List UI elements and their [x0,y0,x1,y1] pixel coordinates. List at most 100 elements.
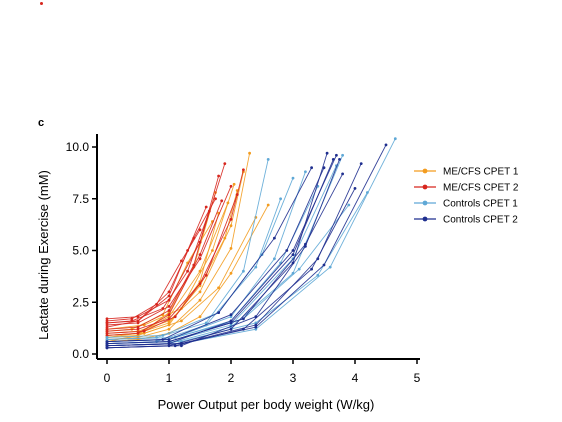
data-point [220,199,224,203]
data-point [136,319,140,323]
data-point [393,137,397,141]
x-ticks: 0 1 2 3 4 5 [104,359,421,385]
data-point [232,182,236,186]
data-point [198,228,202,232]
data-point [207,209,211,213]
data-point [229,247,233,250]
data-point [322,166,326,170]
data-point [322,263,326,267]
data-point [229,315,233,319]
series-line [106,175,220,330]
data-point [136,325,140,329]
data-point [173,344,177,348]
series-line [106,200,223,336]
legend-swatch-marker [422,216,428,222]
data-point [341,153,344,157]
y-ticks: 0.0 2.5 5.0 7.5 10.0 [66,140,97,361]
data-point [291,249,295,252]
data-point [180,319,183,323]
data-point [136,315,140,319]
data-point [347,203,351,207]
x-axis-title: Power Output per body weight (W/kg) [158,397,375,412]
data-point [304,170,307,174]
y-tick-label: 5.0 [72,244,89,258]
data-point [167,290,171,294]
data-point [173,315,177,319]
data-point [136,327,140,331]
legend: ME/CFS CPET 1 ME/CFS CPET 2 Controls CPET … [414,167,519,226]
data-point [338,158,341,161]
data-point [285,249,289,252]
series-line [106,198,216,328]
y-tick-label: 7.5 [72,192,89,206]
data-point [310,166,313,170]
y-tick-label: 0.0 [72,347,89,361]
y-axis-title: Lactate during Exercise (mM) [36,170,51,340]
data-point [130,319,134,323]
data-point [105,325,109,329]
data-point [204,273,208,277]
data-point [226,201,230,205]
panel-label: c [38,117,44,129]
data-point [198,269,202,273]
data-point [105,321,109,325]
series-line [106,186,232,326]
data-point [273,257,276,261]
data-point [167,338,171,341]
data-point [180,259,183,263]
data-point [105,338,109,341]
data-point [291,176,295,180]
data-point [229,313,233,317]
data-point [167,327,171,331]
series-line [106,171,244,334]
data-point [105,317,109,321]
data-point [229,271,233,275]
data-point [167,321,171,325]
data-point [167,317,171,321]
data-point [242,327,245,331]
series-4 [105,143,388,350]
data-point [217,311,221,314]
data-point [204,205,208,209]
data-point [254,327,258,331]
data-point [198,315,202,319]
y-tick-label: 2.5 [72,295,89,309]
data-point [136,321,140,325]
data-point [229,327,233,331]
data-point [167,305,171,308]
data-point [266,203,270,207]
data-point [105,340,109,343]
data-point [161,338,165,341]
legend-label: ME/CFS CPET 1 [443,167,519,178]
x-tick-label: 1 [166,371,173,385]
x-tick-label: 2 [228,371,235,385]
series-2 [105,162,245,337]
data-point [186,269,190,273]
data-point [331,158,335,161]
data-point [242,269,245,273]
data-point [105,334,109,337]
data-point [130,317,134,321]
data-point [211,249,214,252]
data-point [384,143,388,147]
data-point [136,331,140,335]
y-tick-label: 10.0 [66,140,90,154]
data-point [242,317,245,321]
data-point [229,321,233,325]
data-point [242,168,245,172]
data-point [167,340,171,343]
data-point [105,336,109,339]
series-3 [105,137,397,348]
data-point [304,242,307,246]
data-point [229,224,233,228]
data-point [325,151,329,155]
data-point [328,265,332,269]
data-point [310,267,313,271]
data-point [192,236,196,240]
data-point [198,282,202,285]
series-line [106,138,396,347]
x-tick-label: 4 [352,371,359,385]
data-point [291,253,295,256]
legend-swatch-marker [422,184,428,190]
curves-layer [105,137,397,350]
